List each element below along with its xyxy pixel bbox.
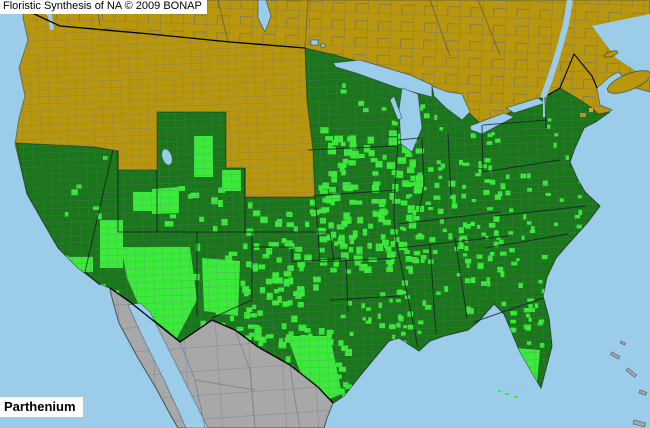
bahamas-island bbox=[638, 389, 647, 396]
us-state-borders bbox=[84, 96, 587, 349]
lake bbox=[431, 85, 471, 121]
mexico-state-borders bbox=[179, 329, 301, 428]
lake bbox=[320, 43, 326, 48]
us-mexico-border bbox=[109, 287, 334, 404]
st-lawrence-river bbox=[540, 0, 573, 100]
rhode-island-orange bbox=[589, 108, 593, 112]
lake bbox=[257, 0, 272, 33]
bahamas-island bbox=[619, 340, 626, 346]
connecticut-absent bbox=[580, 113, 586, 117]
florida-keys bbox=[505, 393, 509, 395]
great-salt-lake bbox=[162, 149, 172, 165]
lake bbox=[469, 112, 515, 135]
bahamas-island bbox=[625, 367, 637, 378]
gulf-of-st-lawrence bbox=[592, 14, 650, 80]
florida-keys bbox=[514, 396, 518, 398]
map-attribution-title: Floristic Synthesis of NA © 2009 BONAP bbox=[0, 0, 207, 14]
us-canada-border bbox=[29, 11, 306, 49]
florida-keys bbox=[498, 390, 501, 392]
lake bbox=[332, 59, 433, 98]
bahamas-island bbox=[632, 419, 646, 428]
maine-border bbox=[547, 52, 598, 96]
nova-scotia bbox=[606, 70, 650, 94]
lake bbox=[310, 39, 319, 46]
taxon-name-label: Parthenium bbox=[0, 397, 83, 417]
lake-champlain bbox=[543, 97, 546, 117]
prince-edward-island bbox=[603, 50, 619, 58]
bahamas-island bbox=[610, 351, 621, 360]
lake bbox=[389, 95, 403, 121]
